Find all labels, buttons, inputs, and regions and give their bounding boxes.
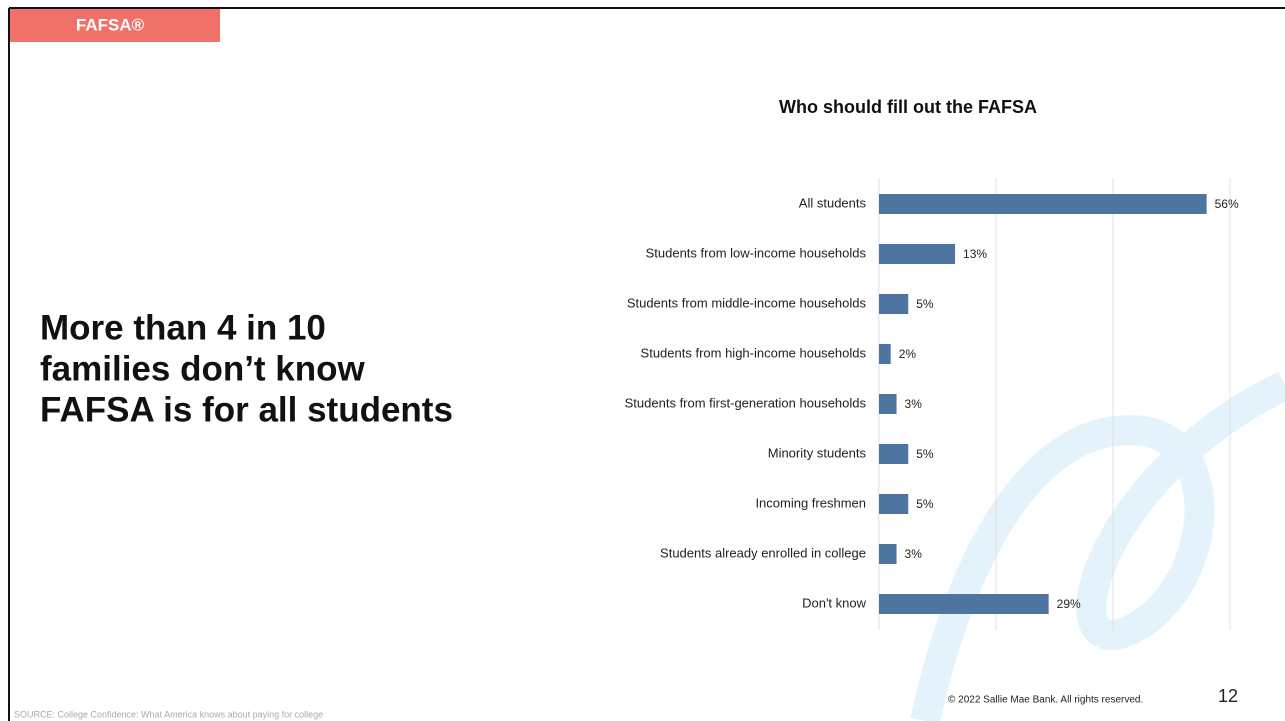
headline: More than 4 in 10 (40, 308, 326, 347)
value-label: 5% (916, 297, 934, 311)
category-label: Students from middle-income households (627, 295, 867, 310)
bar (879, 594, 1049, 614)
category-label: All students (799, 195, 867, 210)
headline: FAFSA is for all students (40, 390, 453, 429)
bar (879, 544, 897, 564)
header-tag-bg (10, 9, 220, 42)
category-label: Students already enrolled in college (660, 545, 866, 560)
bar (879, 244, 956, 264)
bar (879, 444, 909, 464)
bar (879, 194, 1207, 214)
value-label: 56% (1215, 197, 1239, 211)
category-label: Students from high-income households (641, 345, 867, 360)
page-number: 12 (1218, 686, 1238, 706)
value-label: 3% (905, 397, 923, 411)
header-tag: FAFSA® (76, 15, 145, 34)
value-label: 3% (905, 547, 923, 561)
source-note: SOURCE: College Confidence: What America… (14, 709, 323, 719)
headline: families don’t know (40, 349, 366, 388)
value-label: 5% (916, 447, 934, 461)
category-label: Students from first-generation household… (625, 395, 867, 410)
copyright: © 2022 Sallie Mae Bank. All rights reser… (948, 695, 1143, 706)
bar (879, 344, 891, 364)
bar (879, 394, 897, 414)
value-label: 2% (899, 347, 917, 361)
category-label: Don't know (802, 595, 867, 610)
value-label: 5% (916, 497, 934, 511)
category-label: Students from low-income households (646, 245, 867, 260)
decorative-swirl (910, 371, 1285, 721)
bar (879, 494, 909, 514)
category-label: Minority students (768, 445, 867, 460)
chart-title: Who should fill out the FAFSA (779, 97, 1037, 117)
category-label: Incoming freshmen (755, 495, 866, 510)
value-label: 29% (1057, 597, 1081, 611)
bar (879, 294, 909, 314)
value-label: 13% (963, 247, 987, 261)
